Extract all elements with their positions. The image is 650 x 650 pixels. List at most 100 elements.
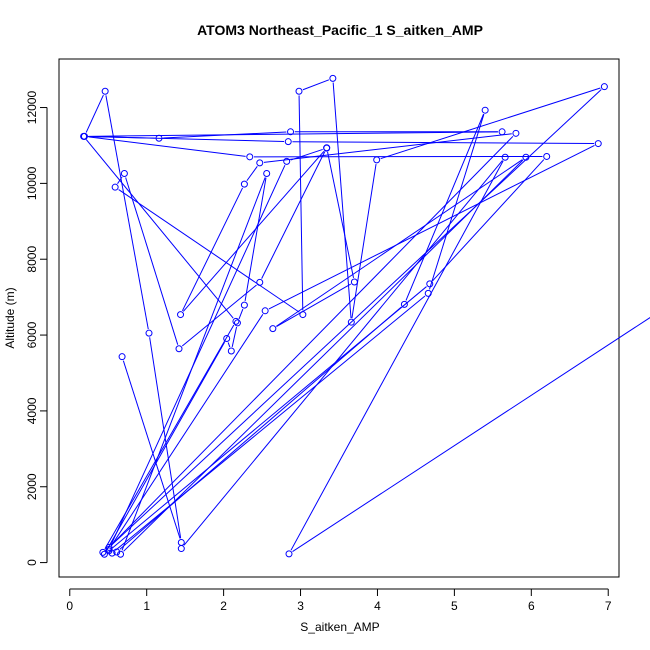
y-tick-label: 8000 [25,246,39,273]
series-segment [351,163,377,319]
data-point [233,319,241,327]
data-point [501,153,509,161]
series-segment [231,326,238,347]
data-point [177,538,185,546]
data-point [400,300,408,308]
x-axis: 0 1 2 3 4 5 6 7 [66,588,612,613]
series-segment [111,135,514,545]
series-segment [428,114,485,290]
series-segment [261,151,326,279]
y-axis: 0 2000 4000 6000 8000 10000 12000 [25,91,48,566]
y-tick-label: 12000 [25,91,39,125]
data-point [120,170,128,178]
series-segment [106,341,226,551]
series-segment [111,89,602,545]
data-point [350,278,358,286]
data-point [347,318,355,326]
series-segment [405,113,485,301]
series-2 [177,153,650,558]
series-segment [118,189,300,313]
data-point [285,550,293,558]
x-tick-label: 6 [528,599,535,613]
data-point [256,278,264,286]
series-segment [115,295,426,551]
data-point [177,545,185,553]
series-segment [123,159,524,552]
series-segment [298,95,304,311]
data-point [594,140,602,148]
x-tick-label: 0 [66,599,73,613]
series-segment [290,160,504,551]
y-axis-label: Altitude (m) [3,287,17,348]
series-segment [125,177,179,345]
data-point [299,311,307,319]
x-tick-label: 2 [220,599,227,613]
data-point [522,153,530,161]
series-segment [117,176,123,184]
data-point [175,345,183,353]
data-point [101,87,109,95]
series-segment [122,360,181,539]
data-point [543,152,551,160]
series-segment [87,135,285,143]
data-point [155,134,163,142]
series-segment [263,133,512,163]
series-segment [181,284,257,347]
series-segment [276,159,523,327]
data-point [105,545,113,553]
data-point [329,74,337,82]
data-point [100,550,108,558]
data-point [117,550,125,558]
chart-title: ATOM3 Northeast_Pacific_1 S_aitken_AMP [197,22,483,38]
data-point [240,180,248,188]
series-segment [181,187,243,312]
data-point [261,307,269,315]
data-point [481,106,489,114]
y-tick-label: 2000 [25,473,39,500]
data-point [600,83,608,91]
data-point [246,153,254,161]
x-tick-label: 3 [297,599,304,613]
data-point [287,128,295,136]
data-point [118,353,126,361]
y-tick-label: 6000 [25,321,39,348]
series-1 [80,74,608,558]
y-tick-label: 4000 [25,397,39,424]
series-segment [227,342,231,348]
series-segment [276,283,351,327]
series-segment [292,317,650,552]
data-point [283,157,291,165]
series-segment [85,139,234,319]
series-segment [302,79,330,91]
data-point [269,325,277,333]
data-point [426,280,434,288]
x-tick-label: 7 [605,599,612,613]
data-point [177,311,185,319]
series-segment [121,177,266,551]
series-segment [268,145,595,310]
x-tick-label: 5 [451,599,458,613]
data-point [256,159,264,167]
data-point [227,347,235,355]
data-point [240,301,248,309]
series-segment [380,87,601,160]
series-segment [88,136,246,157]
x-tick-label: 1 [143,599,150,613]
x-axis-label: S_aitken_AMP [300,620,379,634]
data-point [80,132,88,140]
data-point [323,144,331,152]
y-tick-label: 10000 [25,166,39,200]
data-point [373,156,381,164]
data-point [113,548,121,556]
data-point [145,329,153,337]
series-segment [332,82,352,319]
data-point [223,334,231,342]
series-segment [85,94,104,133]
series-segment [105,95,149,330]
data-point [498,128,506,136]
series-segment [246,166,258,182]
data-point [295,87,303,95]
plot-frame [58,58,620,578]
series-segment [183,160,503,546]
